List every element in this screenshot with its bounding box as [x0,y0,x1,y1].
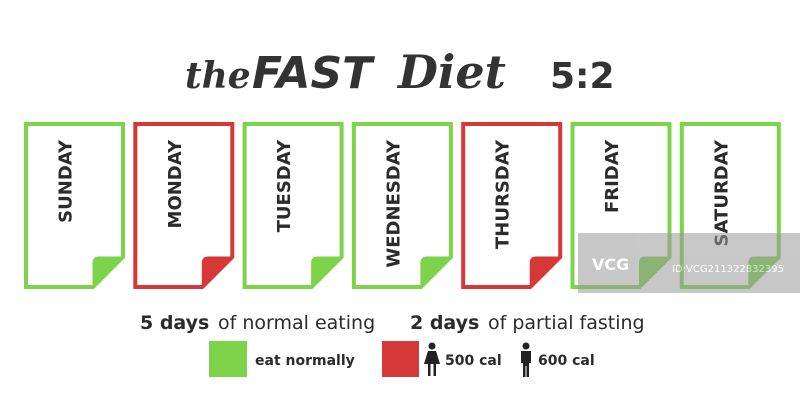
day-card: THURSDAY [461,122,563,289]
title-the: the [185,55,251,97]
legend-swatch [382,341,419,377]
title: the FAST Diet 5:2 [185,45,615,99]
watermark-logo: VCG [592,255,629,274]
day-card: TUESDAY [242,122,344,289]
legend-label: 500 cal [445,353,502,369]
caption-count: 5 days [140,312,209,334]
caption: 5 days of normal eating 2 days of partia… [140,312,645,334]
card-fold [201,256,233,287]
day-label: TUESDAY [274,139,295,232]
legend-label: 600 cal [538,353,595,369]
watermark-box [578,233,800,293]
female-icon [424,342,440,376]
title-ratio: 5:2 [550,56,615,97]
card-fold [92,256,123,287]
day-label: WEDNESDAY [383,139,404,268]
day-card: MONDAY [133,122,235,289]
card-fold [420,256,451,287]
legend-swatch [209,341,247,377]
day-label: MONDAY [165,139,186,228]
caption-text: of partial fasting [488,312,645,334]
legend: eat normally 500 cal 600 cal [209,341,595,377]
day-label: FRIDAY [602,139,623,213]
caption-count: 2 days [410,312,479,334]
day-label: SUNDAY [56,139,77,223]
legend-label: eat normally [255,353,355,369]
card-fold [311,256,342,287]
watermark-id: ID:VCG211322832395 [672,264,784,275]
caption-text: of normal eating [218,312,375,334]
title-fast: FAST [252,48,375,99]
day-card: SUNDAY [24,122,125,289]
day-label: SATURDAY [711,139,732,246]
day-label: THURSDAY [493,139,514,249]
card-fold [529,256,561,287]
male-icon [521,342,531,377]
watermark: VCG ID:VCG211322832395 [578,233,800,293]
title-diet: Diet [396,45,506,99]
day-card: WEDNESDAY [351,122,453,289]
